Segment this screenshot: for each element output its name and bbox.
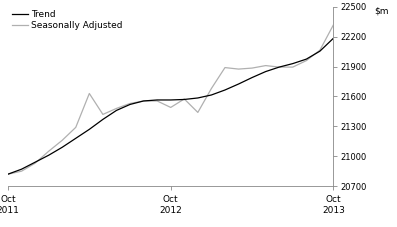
Trend: [114, 109, 119, 112]
Seasonally Adjusted: [250, 67, 254, 69]
Trend: [209, 94, 214, 96]
Seasonally Adjusted: [304, 59, 309, 62]
Trend: [168, 99, 173, 101]
Seasonally Adjusted: [6, 173, 10, 175]
Seasonally Adjusted: [114, 107, 119, 110]
Seasonally Adjusted: [33, 162, 37, 165]
Trend: [250, 76, 254, 79]
Seasonally Adjusted: [331, 23, 336, 26]
Trend: [290, 62, 295, 65]
Seasonally Adjusted: [263, 64, 268, 67]
Trend: [19, 168, 24, 170]
Seasonally Adjusted: [290, 66, 295, 69]
Seasonally Adjusted: [60, 139, 65, 142]
Line: Seasonally Adjusted: Seasonally Adjusted: [8, 25, 333, 174]
Trend: [60, 146, 65, 149]
Trend: [318, 50, 322, 52]
Trend: [277, 66, 281, 69]
Seasonally Adjusted: [155, 100, 160, 102]
Line: Trend: Trend: [8, 38, 333, 174]
Seasonally Adjusted: [87, 92, 92, 95]
Seasonally Adjusted: [223, 66, 227, 69]
Seasonally Adjusted: [277, 66, 281, 69]
Seasonally Adjusted: [182, 98, 187, 100]
Seasonally Adjusted: [46, 150, 51, 153]
Seasonally Adjusted: [209, 87, 214, 90]
Trend: [195, 97, 200, 99]
Seasonally Adjusted: [19, 170, 24, 173]
Trend: [6, 173, 10, 175]
Trend: [263, 70, 268, 73]
Seasonally Adjusted: [195, 111, 200, 114]
Trend: [155, 99, 160, 101]
Trend: [223, 89, 227, 91]
Trend: [236, 83, 241, 85]
Seasonally Adjusted: [73, 126, 78, 129]
Trend: [141, 100, 146, 102]
Trend: [304, 58, 309, 60]
Seasonally Adjusted: [141, 100, 146, 102]
Trend: [127, 103, 132, 106]
Seasonally Adjusted: [168, 106, 173, 109]
Trend: [73, 137, 78, 140]
Text: $m: $m: [374, 7, 389, 16]
Trend: [87, 128, 92, 131]
Trend: [33, 161, 37, 164]
Seasonally Adjusted: [236, 68, 241, 70]
Trend: [100, 118, 105, 121]
Seasonally Adjusted: [100, 113, 105, 116]
Trend: [46, 154, 51, 157]
Trend: [331, 37, 336, 39]
Trend: [182, 98, 187, 101]
Seasonally Adjusted: [127, 102, 132, 105]
Legend: Trend, Seasonally Adjusted: Trend, Seasonally Adjusted: [10, 9, 125, 32]
Seasonally Adjusted: [318, 49, 322, 52]
